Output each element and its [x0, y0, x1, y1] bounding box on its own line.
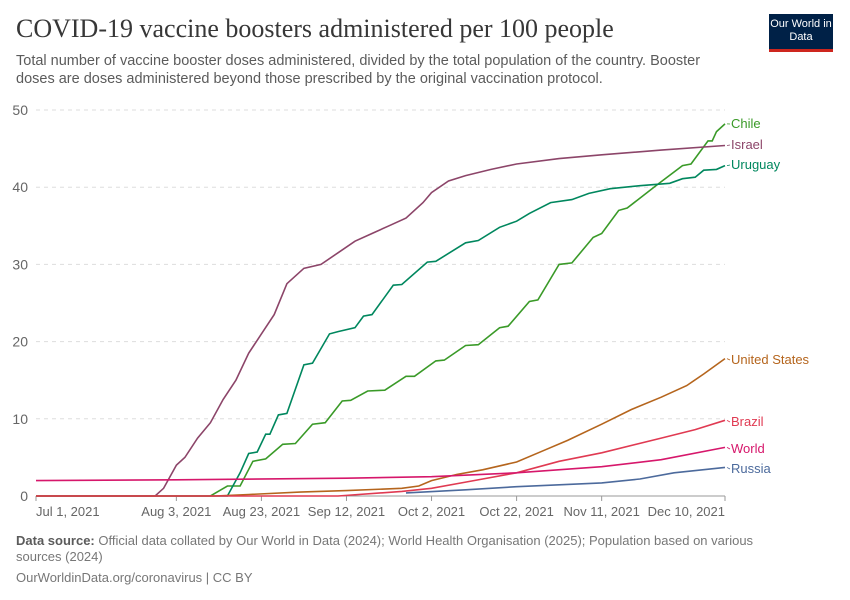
x-tick-label: Aug 3, 2021	[141, 504, 211, 519]
label-connector	[726, 164, 731, 166]
x-tick-label: Sep 12, 2021	[308, 504, 385, 519]
chart-subtitle: Total number of vaccine booster doses ad…	[16, 53, 701, 87]
x-tick-label: Oct 22, 2021	[479, 504, 553, 519]
y-tick-label: 40	[12, 179, 28, 195]
x-tick-label: Dec 10, 2021	[648, 504, 725, 519]
label-connector	[726, 467, 731, 470]
series-label: Brazil	[731, 414, 764, 429]
y-tick-label: 0	[20, 488, 28, 504]
logo-text: Our World in Data	[770, 18, 832, 43]
chart-title: COVID-19 vaccine boosters administered p…	[16, 14, 614, 43]
x-tick-label: Aug 23, 2021	[223, 504, 300, 519]
footer-link[interactable]: OurWorldinData.org/coronavirus | CC BY	[16, 570, 253, 585]
line-chart: 0 10 20 30 40 50 Jul 1, 2021 Aug 3, 2021 Aug 23,…	[12, 102, 810, 519]
y-tick-label: 50	[12, 102, 28, 118]
series-line-israel	[36, 144, 726, 497]
label-connector	[726, 144, 731, 146]
series-line-russia	[405, 466, 726, 494]
x-tick-label: Oct 2, 2021	[398, 504, 465, 519]
y-tick-label: 30	[12, 256, 28, 272]
series-line-uruguay	[36, 164, 726, 497]
series-line-world	[35, 446, 726, 482]
label-connector	[726, 358, 731, 361]
series-label: Israel	[731, 137, 763, 152]
series-label: Uruguay	[731, 157, 781, 172]
series-line-united-states	[36, 357, 726, 497]
owid-logo[interactable]: Our World in Data	[769, 14, 833, 52]
label-connector	[726, 419, 731, 423]
x-tick-label: Jul 1, 2021	[36, 504, 100, 519]
source-text: Official data collated by Our World in D…	[16, 533, 754, 564]
series-line-chile	[36, 123, 726, 497]
series-label: United States	[731, 352, 810, 367]
series-label: Chile	[731, 116, 761, 131]
label-connector	[726, 447, 731, 450]
series-label: Russia	[731, 461, 772, 476]
y-tick-label: 20	[12, 334, 28, 350]
y-tick-label: 10	[12, 411, 28, 427]
series-line-brazil	[36, 419, 726, 497]
source-label: Data source:	[16, 533, 95, 548]
x-tick-label: Nov 11, 2021	[563, 504, 639, 519]
series-label: World	[731, 441, 765, 456]
data-source: Data source: Official data collated by O…	[16, 533, 796, 565]
